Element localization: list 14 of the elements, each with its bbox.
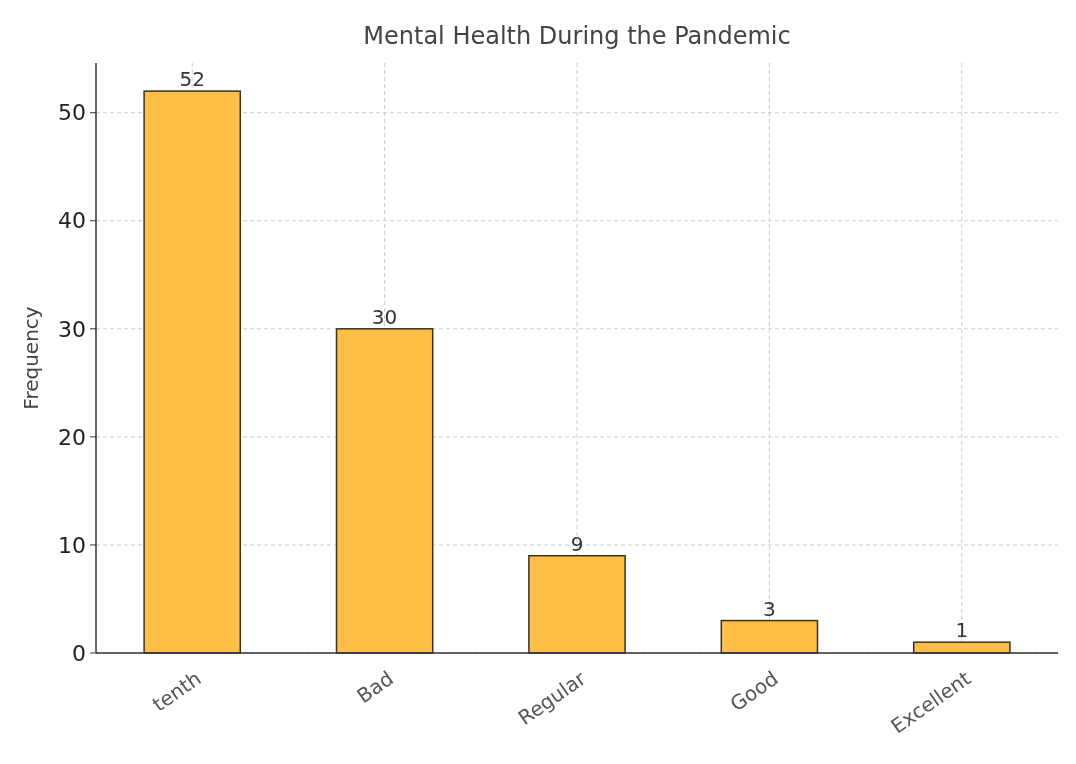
data-label: 30 [371, 304, 398, 329]
data-label: 3 [763, 596, 776, 621]
y-tick-label: 0 [72, 640, 86, 666]
y-tick-label: 30 [58, 316, 86, 342]
data-label: 1 [955, 618, 969, 643]
y-tick-label: 10 [58, 532, 86, 558]
data-label: 9 [570, 531, 584, 556]
y-tick-label: 40 [58, 208, 86, 234]
y-axis-title: Frequency [19, 306, 43, 410]
y-tick-label: 20 [58, 424, 86, 450]
data-label: 52 [179, 67, 205, 92]
y-tick-label: 50 [58, 100, 86, 126]
x-tick-label: Bad [352, 666, 398, 709]
chart-title: Mental Health During the Pandemic [363, 22, 791, 50]
